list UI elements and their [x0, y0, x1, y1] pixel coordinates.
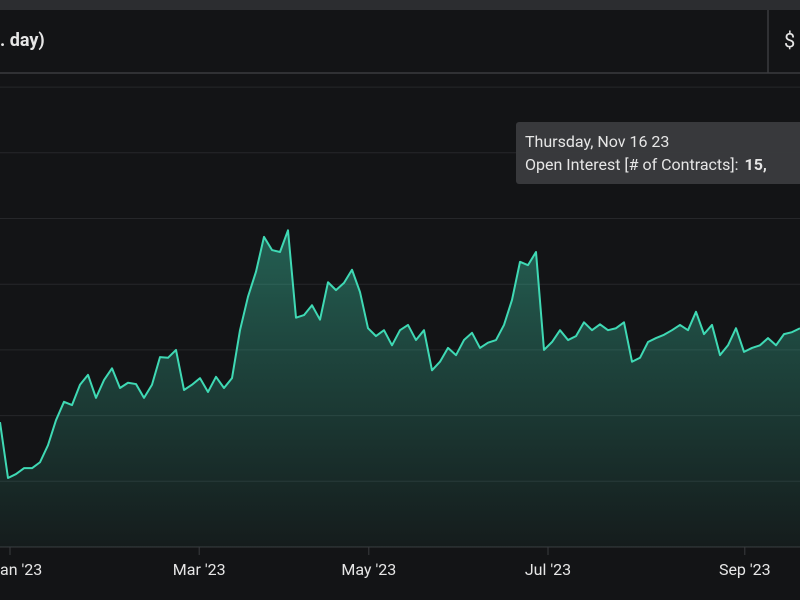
currency-button[interactable]: $	[784, 28, 795, 52]
x-tick-label: Mar '23	[173, 560, 226, 579]
x-tick-label: Jul '23	[525, 560, 571, 579]
area	[0, 230, 800, 548]
plot: an '23 Mar '23 May '23 Jul '23 Sep '23	[0, 86, 800, 579]
x-tick-label: an '23	[0, 560, 42, 579]
tooltip: Thursday, Nov 16 23 Open Interest [# of …	[516, 122, 800, 184]
tooltip-date: Thursday, Nov 16 23	[525, 132, 669, 151]
tooltip-box	[516, 122, 800, 184]
x-tick-label: Sep '23	[719, 560, 771, 579]
top-bar	[0, 0, 800, 10]
tooltip-label: Open Interest [# of Contracts]:	[525, 155, 739, 174]
tooltip-value: 15,	[745, 155, 767, 174]
header-title: . day)	[0, 30, 45, 51]
header	[0, 10, 800, 73]
tooltip-line: Open Interest [# of Contracts]: 15,	[525, 155, 767, 174]
x-tick-label: May '23	[341, 560, 396, 579]
line	[0, 229, 800, 480]
